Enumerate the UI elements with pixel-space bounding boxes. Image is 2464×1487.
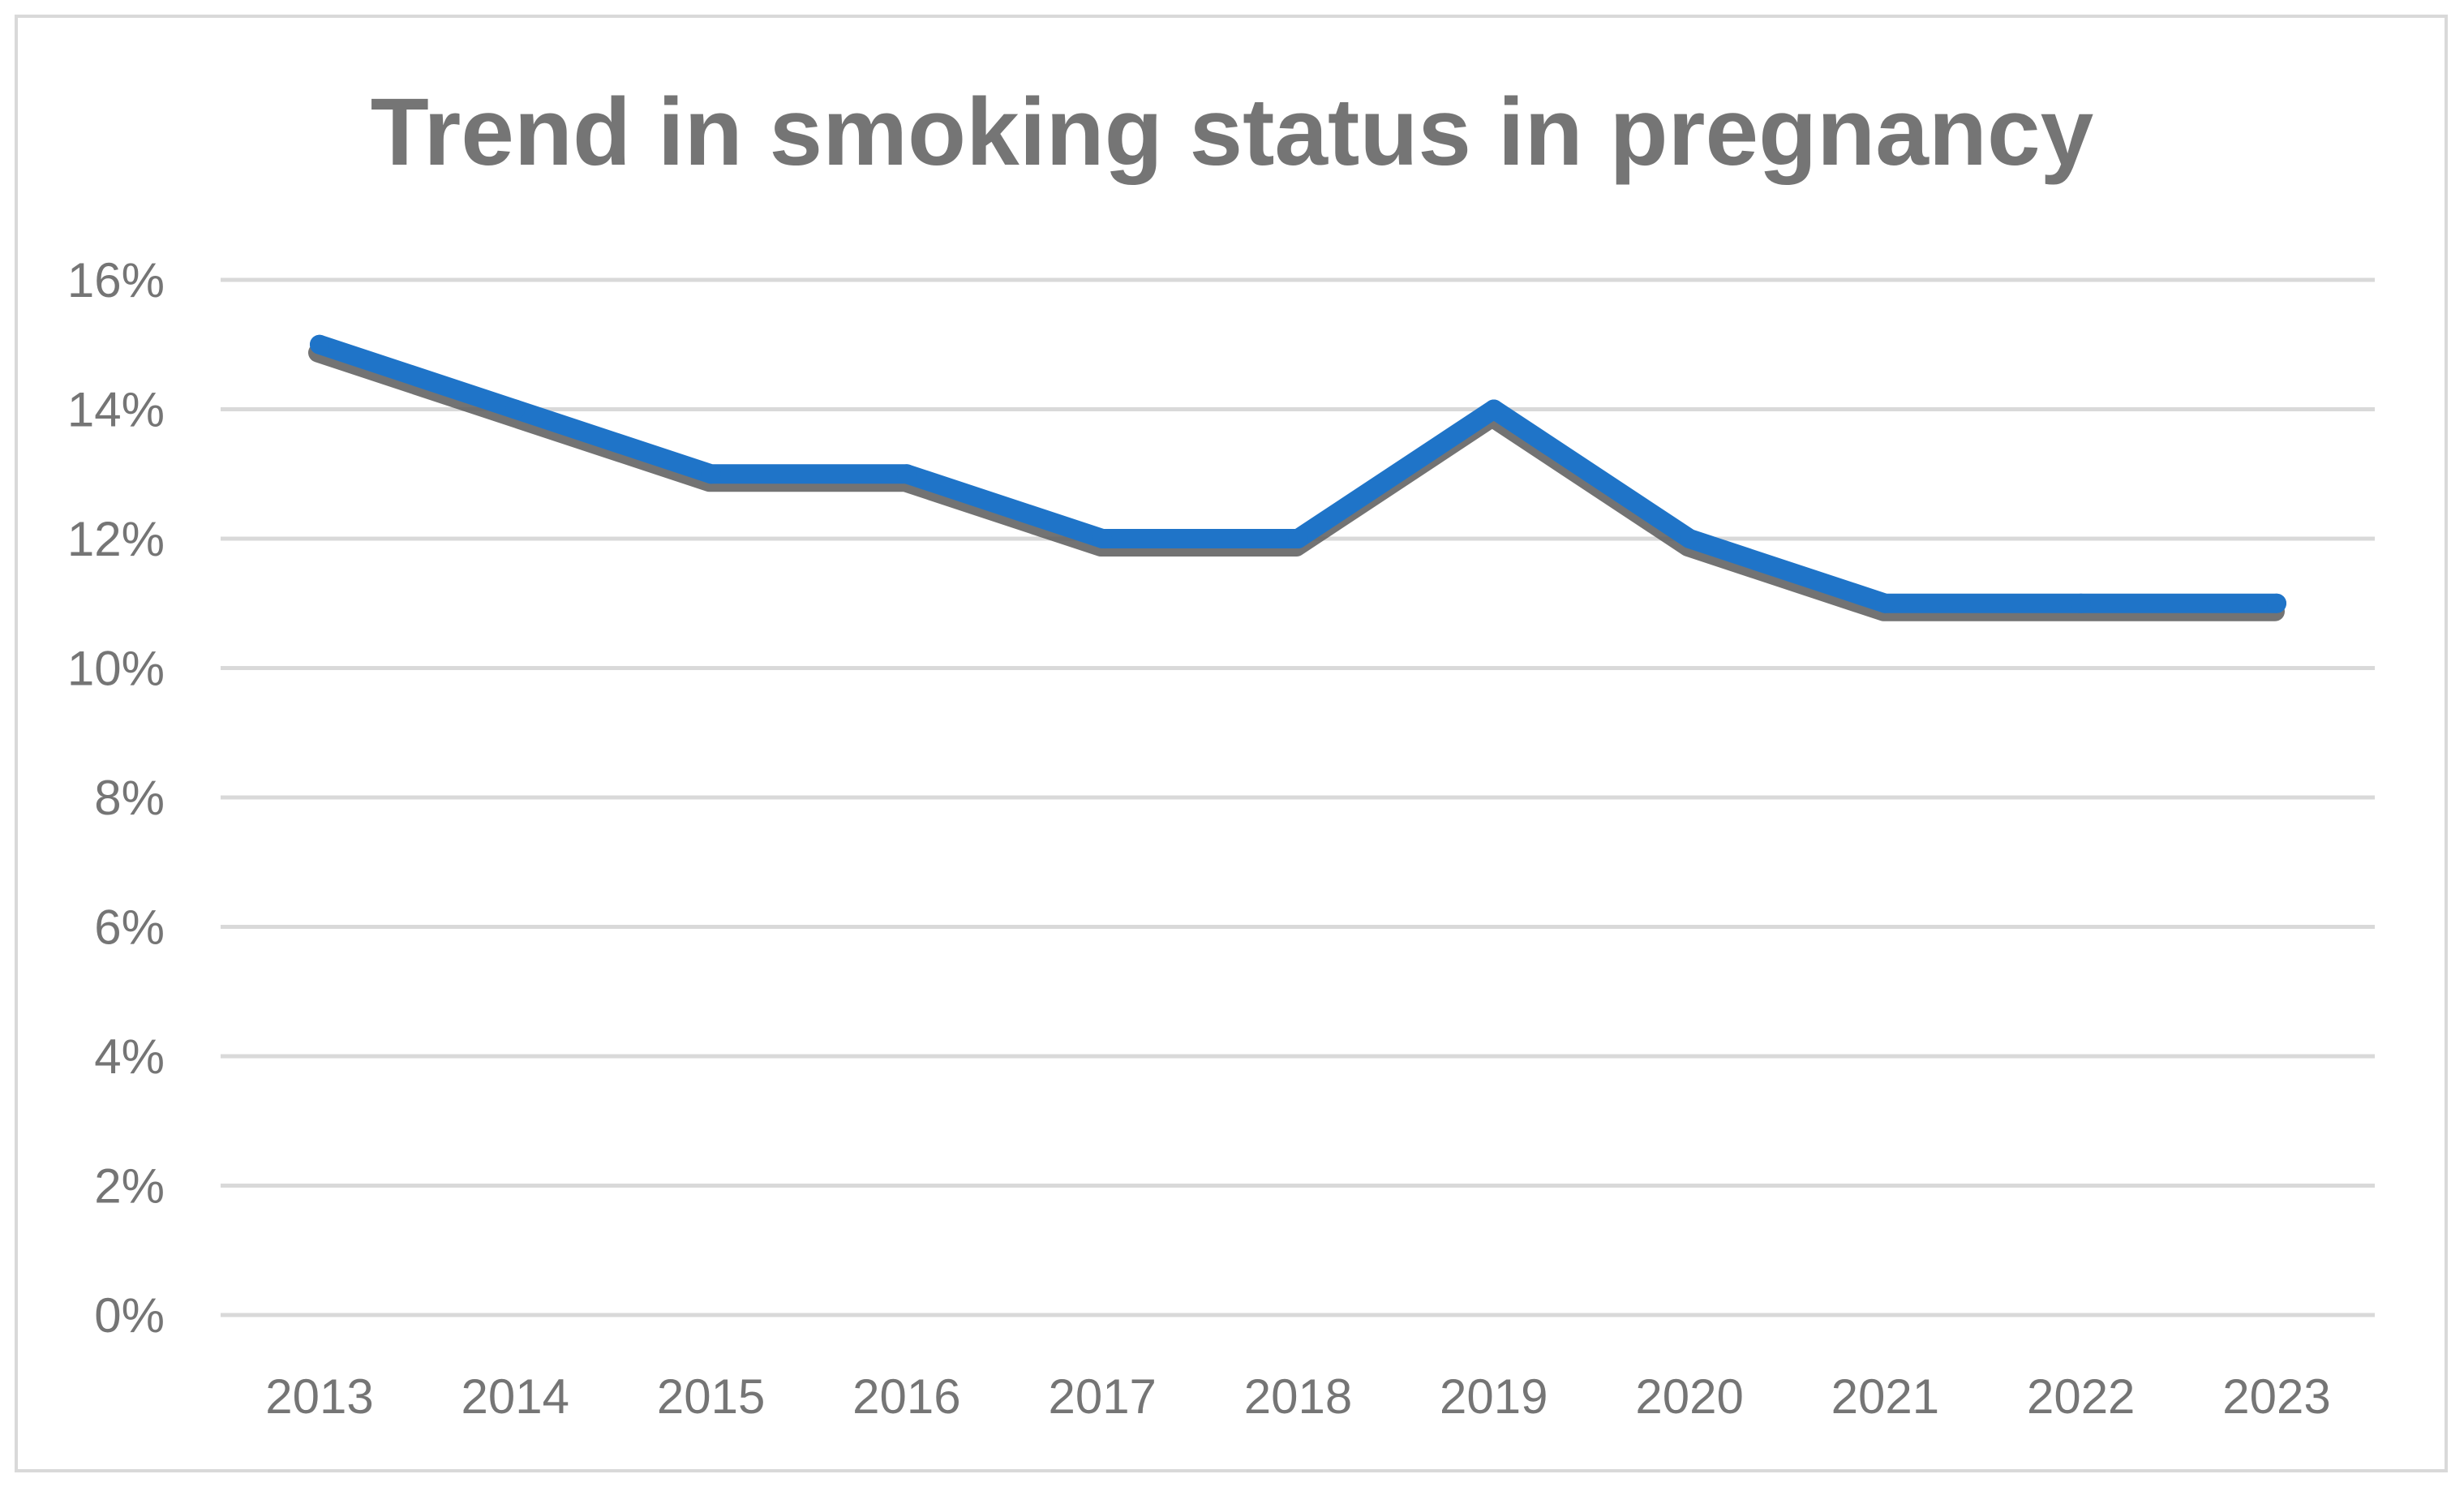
data-point bbox=[1680, 529, 1700, 548]
y-tick-label: 12% bbox=[67, 512, 165, 566]
gridlines bbox=[221, 277, 2375, 1317]
x-tick-label: 2014 bbox=[461, 1369, 569, 1424]
data-point bbox=[1483, 399, 1504, 419]
y-tick-label: 8% bbox=[94, 771, 165, 825]
x-tick-label: 2020 bbox=[1635, 1369, 1743, 1424]
x-tick-label: 2021 bbox=[1831, 1369, 1939, 1424]
x-axis-labels: 2013 2014 2015 2016 2017 2018 2019 2020 2021 2022… bbox=[265, 1369, 2330, 1424]
data-point bbox=[1092, 529, 1113, 548]
data-point bbox=[505, 399, 526, 419]
series-line bbox=[310, 334, 2286, 613]
data-point bbox=[310, 334, 329, 355]
x-tick-label: 2013 bbox=[265, 1369, 373, 1424]
data-point bbox=[701, 464, 721, 484]
y-tick-label: 4% bbox=[94, 1029, 165, 1084]
y-axis-labels: 0% 2% 4% 6% 8% 10% 12% 14% 16% bbox=[67, 253, 165, 1343]
series-line-shadow bbox=[308, 342, 2285, 621]
data-point bbox=[1875, 593, 1895, 613]
x-tick-label: 2018 bbox=[1244, 1369, 1352, 1424]
chart-title: Trend in smoking status in pregnancy bbox=[371, 79, 2093, 186]
x-tick-label: 2023 bbox=[2222, 1369, 2330, 1424]
y-tick-label: 10% bbox=[67, 642, 165, 696]
y-tick-label: 16% bbox=[67, 253, 165, 307]
y-tick-label: 6% bbox=[94, 900, 165, 955]
x-tick-label: 2022 bbox=[2027, 1369, 2135, 1424]
y-tick-label: 14% bbox=[67, 383, 165, 437]
data-point bbox=[1288, 529, 1308, 548]
x-tick-label: 2016 bbox=[852, 1369, 960, 1424]
data-point bbox=[896, 464, 916, 484]
chart-frame bbox=[15, 15, 2448, 1472]
data-point bbox=[2267, 593, 2286, 613]
x-tick-label: 2017 bbox=[1048, 1369, 1156, 1424]
x-tick-label: 2019 bbox=[1440, 1369, 1548, 1424]
y-tick-label: 0% bbox=[94, 1288, 165, 1343]
series-layer bbox=[308, 334, 2286, 621]
y-tick-label: 2% bbox=[94, 1159, 165, 1214]
x-tick-label: 2015 bbox=[657, 1369, 765, 1424]
data-point bbox=[2071, 593, 2091, 613]
